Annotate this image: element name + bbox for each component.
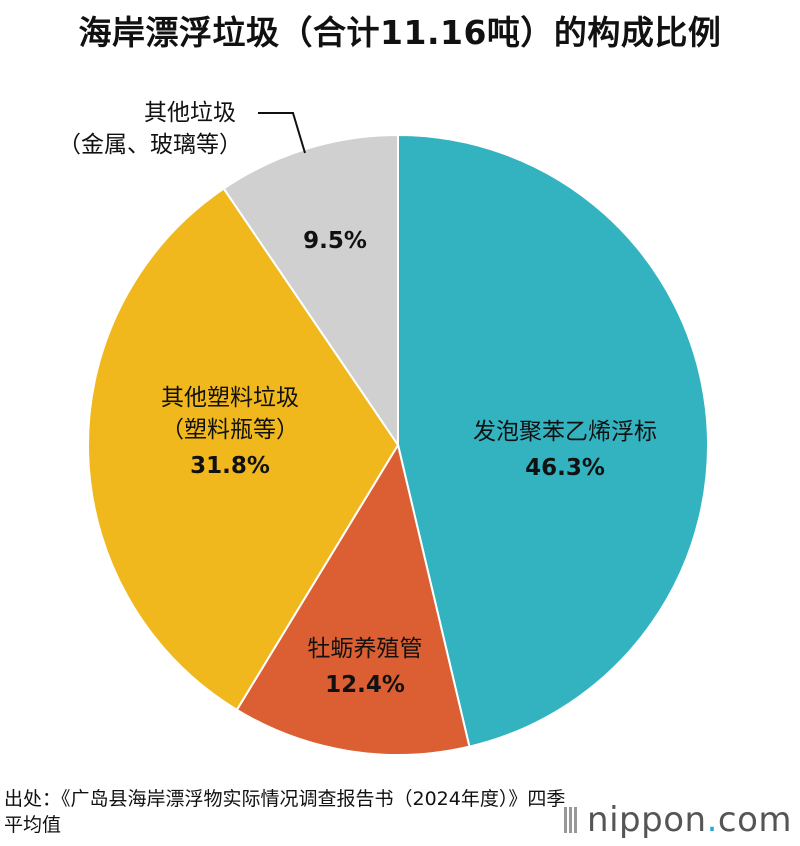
- logo-main: nippon: [587, 800, 707, 840]
- slice-label-0-line-0: 发泡聚苯乙烯浮标: [473, 419, 657, 445]
- slice-value-0: 46.3%: [525, 455, 605, 481]
- slice-label-3-line-0: 其他垃圾: [144, 100, 236, 126]
- page-title: 海岸漂浮垃圾（合计11.16吨）的构成比例: [78, 13, 722, 52]
- pie-slice-3: [222, 133, 399, 449]
- slice-label-1-line-0: 牡蛎养殖管: [308, 636, 423, 662]
- slice-value-1: 12.4%: [325, 672, 405, 698]
- slice-value-2: 31.8%: [190, 453, 270, 479]
- slice-value-3: 9.5%: [303, 228, 367, 254]
- slice-label-2-line-0: 其他塑料垃圾: [161, 385, 299, 411]
- nippon-logo[interactable]: nippon.com: [564, 800, 792, 842]
- pie-slice-1: [235, 442, 471, 756]
- pie-slice-2: [87, 187, 400, 712]
- logo-dot: .: [706, 800, 718, 840]
- slice-label-3-line-1: （金属、玻璃等）: [58, 132, 242, 158]
- slice-label-2-line-1: （塑料瓶等）: [161, 417, 299, 443]
- leader-line: [258, 112, 306, 154]
- logo-tail: com: [717, 800, 792, 840]
- logo-bars-icon: [564, 802, 579, 842]
- pie-slice-0: [397, 133, 709, 748]
- source-note: 出处：《广岛县海岸漂浮物实际情况调查报告书（2024年度）》四季平均值: [4, 788, 566, 836]
